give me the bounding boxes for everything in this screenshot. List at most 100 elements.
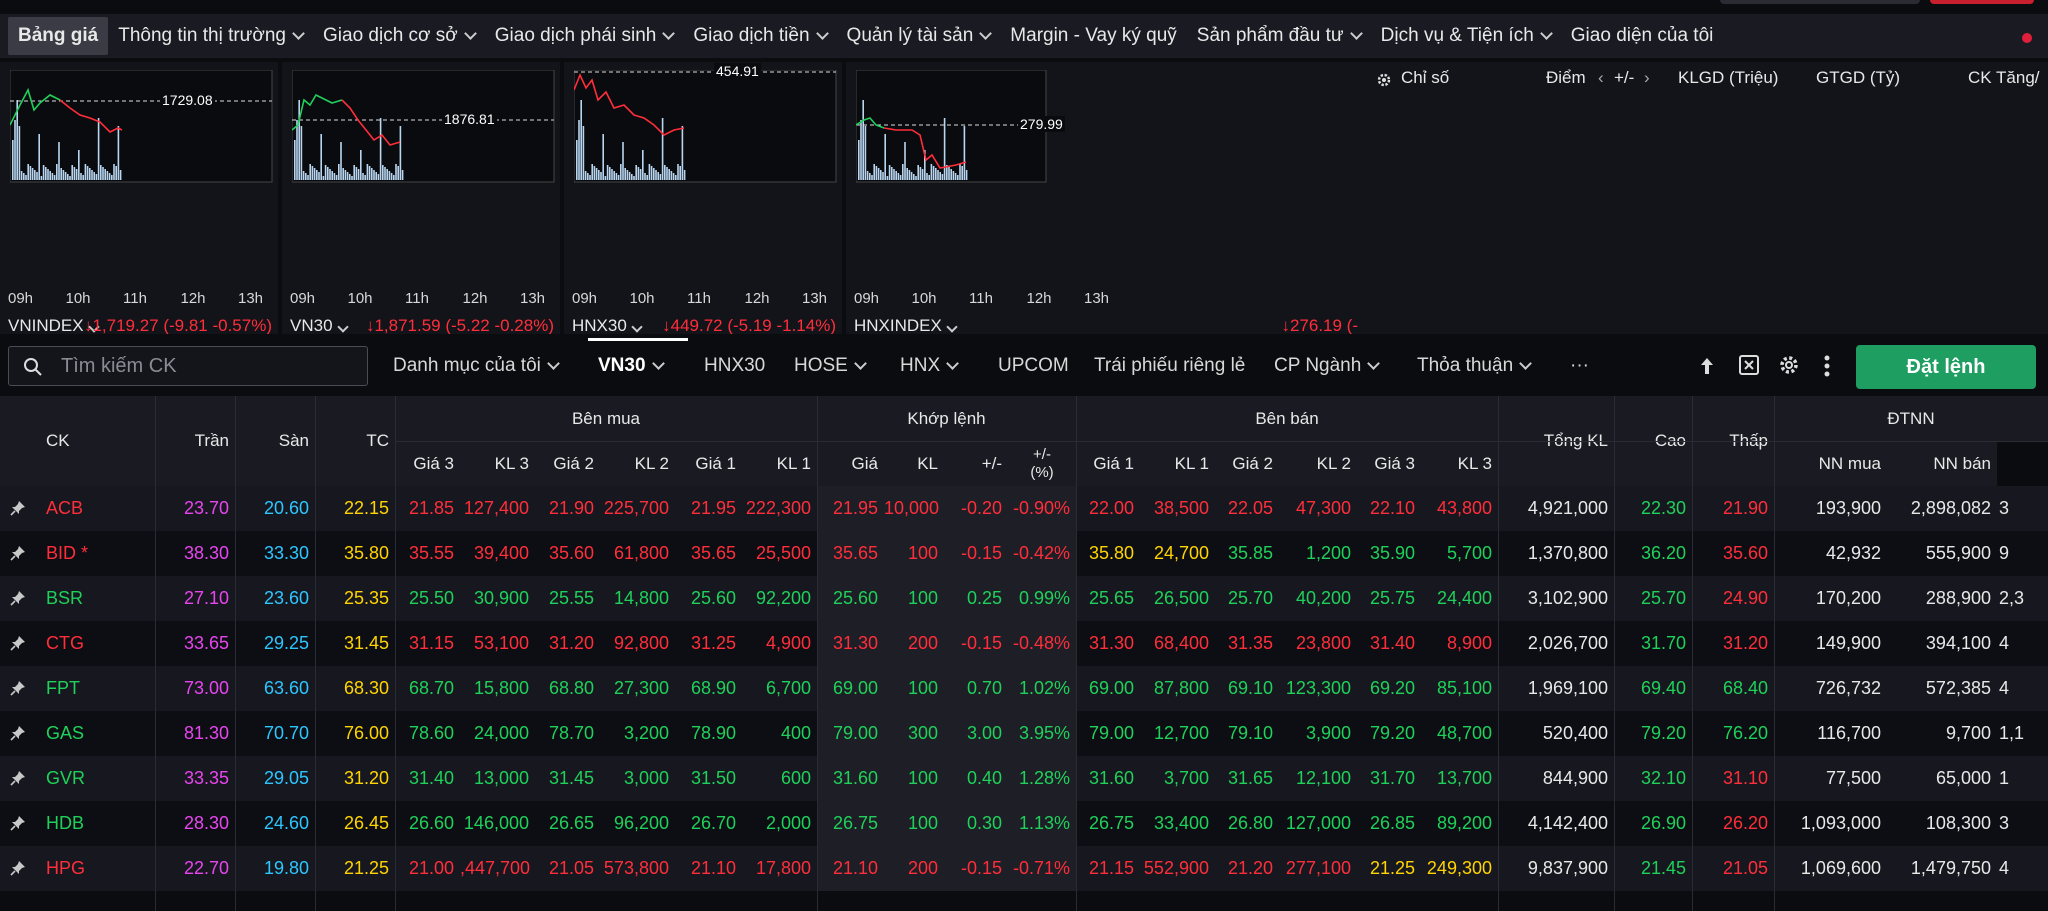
symbol-cell[interactable]: FPT bbox=[46, 678, 80, 698]
menu-item[interactable]: Bảng giá bbox=[8, 17, 109, 55]
search-input[interactable]: Tìm kiếm CK bbox=[61, 355, 177, 377]
menu-item[interactable]: Giao dịch cơ sở bbox=[313, 17, 485, 55]
table-row[interactable]: BSR 27.10 23.60 25.35 25.50 30,900 25.55 14,800… bbox=[0, 576, 2048, 621]
symbol-cell[interactable]: BID * bbox=[46, 543, 89, 563]
chiso-change-header[interactable]: +/- bbox=[1614, 68, 1635, 87]
index-name[interactable]: HNXINDEX bbox=[854, 316, 942, 334]
menu-item[interactable]: Dịch vụ & Tiện ích bbox=[1371, 17, 1561, 55]
table-row[interactable]: ACB 23.70 20.60 22.15 21.85 127,400 21.90 225,7… bbox=[0, 486, 2048, 531]
market-tab-label: VN30 bbox=[598, 355, 646, 376]
menu-item[interactable]: Giao dịch phái sinh bbox=[485, 17, 684, 55]
symbol-cell[interactable]: GAS bbox=[46, 723, 85, 743]
table-row[interactable]: CTG 33.65 29.25 31.45 31.15 53,100 31.20 92,800… bbox=[0, 621, 2048, 666]
volume-bar bbox=[963, 126, 966, 180]
excel-icon[interactable] bbox=[1738, 354, 1760, 376]
pin-icon[interactable] bbox=[10, 680, 26, 696]
table-row[interactable]: FPT 73.00 63.60 68.30 68.70 15,800 68.80 27,300… bbox=[0, 666, 2048, 711]
index-panel[interactable]: 454.9109h10h11h12h13h14h15hHNX30449.72 (… bbox=[564, 62, 842, 334]
volume-bar bbox=[86, 166, 89, 180]
menu-item[interactable]: Giao diện của tôi bbox=[1561, 17, 1724, 55]
pin-icon[interactable] bbox=[10, 545, 26, 561]
market-tab[interactable]: HNX30 bbox=[704, 355, 765, 377]
volume-bar bbox=[382, 165, 384, 180]
settings-icon[interactable] bbox=[1778, 354, 1800, 376]
index-name[interactable]: VNINDEX bbox=[8, 316, 84, 334]
symbol-cell[interactable]: CTG bbox=[46, 633, 84, 653]
volume-bar bbox=[584, 171, 587, 180]
bid-price: 21.05 bbox=[548, 858, 594, 878]
pin-icon[interactable] bbox=[10, 635, 26, 651]
market-tab[interactable]: ··· bbox=[1570, 355, 1589, 377]
match-percent: -0.42% bbox=[1008, 531, 1076, 576]
gear-icon[interactable] bbox=[1376, 72, 1392, 88]
menu-item[interactable]: Quản lý tài sản bbox=[837, 17, 1001, 55]
symbol-cell[interactable]: BSR bbox=[46, 588, 84, 608]
ceiling-price: 33.35 bbox=[183, 768, 229, 788]
market-tab[interactable]: Trái phiếu riêng lẻ bbox=[1094, 355, 1245, 377]
volume-bar bbox=[639, 169, 642, 180]
pin-icon[interactable] bbox=[10, 770, 26, 786]
volume-bar bbox=[20, 171, 23, 180]
table-row[interactable]: GAS 81.30 70.70 76.00 78.60 24,000 78.70 3,200 7… bbox=[0, 711, 2048, 756]
table-row[interactable]: BID * 38.30 33.30 35.80 35.55 39,400 35.60 61,8… bbox=[0, 531, 2048, 576]
pin-icon[interactable] bbox=[10, 725, 26, 741]
volume-bar bbox=[47, 169, 49, 180]
index-row-1: HNX30 449.72 (-5.19 -1.14%) bbox=[572, 316, 836, 334]
search-box[interactable]: Tìm kiếm CK bbox=[8, 346, 368, 386]
index-name[interactable]: HNX30 bbox=[572, 316, 627, 334]
market-tab[interactable]: HNX bbox=[900, 355, 959, 377]
chevron-right-icon[interactable]: › bbox=[1644, 68, 1650, 87]
market-tab[interactable]: Thỏa thuận bbox=[1417, 355, 1533, 377]
market-tab[interactable]: VN30 bbox=[598, 355, 665, 377]
chevron-left-icon[interactable]: ‹ bbox=[1598, 68, 1604, 87]
menu-item[interactable]: Margin - Vay ký quỹ bbox=[1000, 17, 1186, 55]
chiso-title: Chỉ số bbox=[1401, 68, 1450, 87]
header-kl1: KL 1 bbox=[1140, 441, 1215, 486]
index-panel[interactable]: 279.99 09h 10h 11h 12h 13h HNXINDEX 276.19 (- 12… bbox=[846, 62, 1364, 334]
index-panel[interactable]: 1876.8109h10h11h12h13h14h15hVN301,871.59… bbox=[282, 62, 560, 334]
market-tab[interactable]: UPCOM bbox=[998, 355, 1069, 377]
table-row[interactable]: GVR 33.35 29.05 31.20 31.40 13,000 31.45 3,000 3… bbox=[0, 756, 2048, 801]
symbol-cell[interactable]: HPG bbox=[46, 858, 86, 878]
chiso-diem-header[interactable]: Điểm bbox=[1546, 68, 1586, 87]
pin-icon[interactable] bbox=[10, 590, 26, 606]
table-row[interactable]: HPG 22.70 19.80 21.25 21.00 ,447,700 21.05 573,… bbox=[0, 846, 2048, 891]
index-name[interactable]: VN30 bbox=[290, 316, 333, 334]
volume-bar bbox=[379, 118, 382, 180]
table-row[interactable]: HDB 28.30 24.60 26.45 26.60 146,000 26.65 96,20… bbox=[0, 801, 2048, 846]
upload-icon[interactable] bbox=[1698, 356, 1716, 376]
market-tab[interactable]: Danh mục của tôi bbox=[393, 355, 560, 377]
market-tab[interactable]: CP Ngành bbox=[1274, 355, 1381, 377]
bid-price: 68.70 bbox=[408, 678, 454, 698]
pin-icon[interactable] bbox=[10, 860, 26, 876]
top-input-edge[interactable] bbox=[1720, 0, 1920, 4]
volume-bar bbox=[957, 175, 959, 180]
symbol-cell[interactable]: ACB bbox=[46, 498, 84, 518]
volume-bar bbox=[591, 164, 593, 180]
price-line-down bbox=[883, 127, 967, 169]
place-order-button[interactable]: Đặt lệnh bbox=[1856, 345, 2036, 389]
volume-bar bbox=[642, 150, 644, 180]
menu-item[interactable]: Giao dịch tiền bbox=[683, 17, 836, 55]
volume-bar bbox=[64, 172, 67, 180]
more-vertical-icon[interactable] bbox=[1823, 354, 1831, 378]
market-tab[interactable]: HOSE bbox=[794, 355, 867, 377]
index-change-value: 276.19 (- bbox=[1289, 316, 1358, 334]
volume-bar bbox=[102, 167, 104, 180]
foreign-sell: 572,385 bbox=[1925, 678, 1991, 698]
pin-icon[interactable] bbox=[10, 500, 26, 516]
menu-item-label: Giao dịch phái sinh bbox=[494, 25, 657, 46]
volume-bar bbox=[390, 173, 393, 180]
menu-item[interactable]: Thông tin thị trường bbox=[108, 17, 313, 55]
symbol-cell[interactable]: GVR bbox=[46, 768, 86, 788]
volume-bar bbox=[322, 176, 325, 180]
index-table-panel: Chỉ số Điểm ‹ +/- › KLGD (Triệu) GTGD (T… bbox=[1364, 62, 2048, 334]
match-percent: -0.90% bbox=[1008, 486, 1076, 531]
symbol-cell[interactable]: HDB bbox=[46, 813, 85, 833]
pin-icon[interactable] bbox=[10, 815, 26, 831]
index-panel[interactable]: 1729.0809h10h11h12h13h14h15hVNINDEX1,719… bbox=[0, 62, 278, 334]
foreign-buy: 1,069,600 bbox=[1800, 858, 1881, 878]
menu-item[interactable]: Sản phẩm đầu tư bbox=[1187, 17, 1371, 55]
top-button-edge[interactable] bbox=[1930, 0, 2034, 4]
volume-bar bbox=[620, 164, 622, 180]
